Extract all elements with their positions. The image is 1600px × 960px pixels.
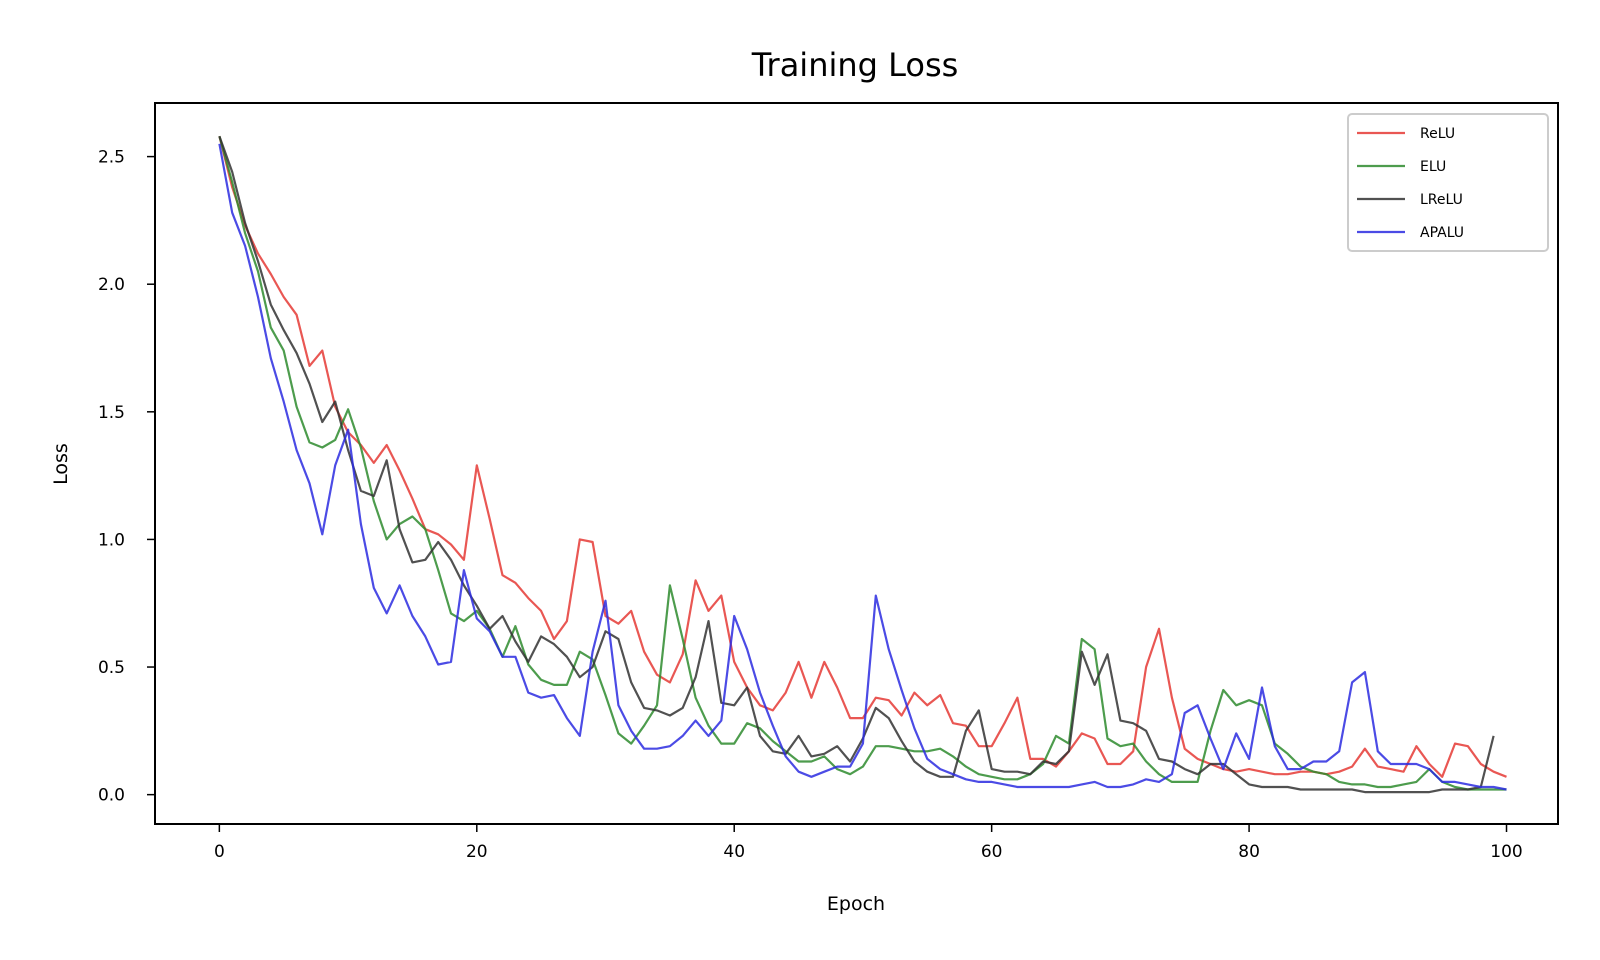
y-tick-label: 1.5 [98, 403, 125, 423]
x-tick-label: 40 [723, 842, 745, 862]
series-line-elu [218, 135, 1507, 791]
legend-label-elu: ELU [1420, 159, 1446, 175]
x-axis-label: Epoch [827, 893, 885, 915]
y-tick-label: 2.0 [98, 275, 125, 295]
y-axis-label: Loss [50, 443, 72, 485]
legend-label-apalu: APALU [1420, 225, 1464, 241]
y-tick-label: 0.5 [98, 658, 125, 678]
y-tick-label: 0.0 [98, 786, 125, 806]
ticks-layer: 0 20 40 60 80 100 0.0 0.5 1.0 1.5 2.0 2.5 [98, 148, 1523, 862]
series-line-lrelu [218, 135, 1495, 794]
x-tick-label: 100 [1490, 842, 1522, 862]
plot-frame [154, 102, 1559, 825]
x-tick-label: 60 [981, 842, 1003, 862]
legend-label-lrelu: LReLU [1420, 192, 1463, 208]
series-line-relu [218, 135, 1507, 778]
x-tick-label: 0 [214, 842, 225, 862]
y-tick-label: 1.0 [98, 530, 125, 550]
x-tick-label: 80 [1238, 842, 1260, 862]
x-tick-label: 20 [466, 842, 488, 862]
legend: ReLU ELU LReLU APALU [1347, 113, 1549, 252]
series-layer [218, 135, 1507, 794]
legend-label-relu: ReLU [1420, 126, 1455, 142]
series-line-apalu [218, 143, 1507, 791]
y-tick-label: 2.5 [98, 148, 125, 168]
legend-box [1347, 113, 1549, 252]
chart-title: Training Loss [751, 46, 959, 84]
